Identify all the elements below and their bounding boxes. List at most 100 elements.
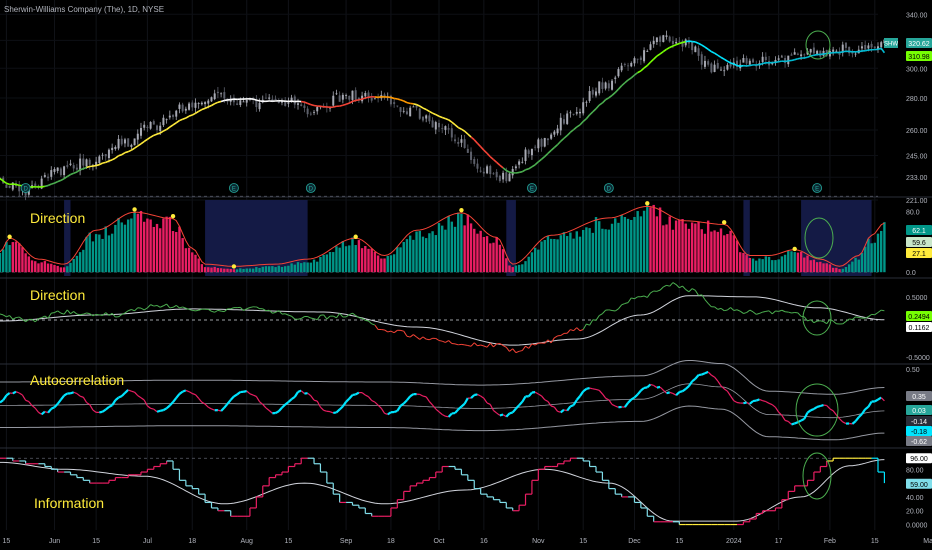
direction-series-segment	[326, 315, 331, 320]
ma-line-segment	[54, 180, 59, 184]
direction-series-segment	[92, 313, 97, 317]
candle-body	[428, 115, 431, 122]
autocorr-segment	[329, 411, 334, 414]
autocorr-segment	[627, 398, 633, 404]
highlight-circle-1	[805, 30, 831, 60]
ma-line-segment	[124, 150, 129, 154]
candle-body	[630, 62, 633, 67]
last-price-label-bg	[906, 38, 932, 48]
direction-bar	[835, 267, 838, 273]
direction-series-segment	[650, 290, 654, 294]
direction-series-segment	[672, 282, 677, 285]
direction-series-segment	[813, 320, 818, 324]
direction-bar	[755, 260, 758, 273]
autocorr-segment	[480, 395, 485, 399]
direction-series-segment	[470, 342, 475, 347]
x-tick-0: 15	[3, 538, 11, 545]
candle-body	[213, 93, 216, 100]
event-marker-5	[812, 183, 823, 193]
ma-line-segment	[637, 70, 642, 74]
autocorr-segment	[428, 401, 434, 406]
autocorr-segment	[345, 397, 351, 403]
candle-body	[159, 125, 162, 131]
direction-bar	[123, 224, 127, 273]
direction-series-segment	[852, 316, 856, 320]
candle-body	[627, 65, 630, 67]
direction-bar	[274, 267, 277, 273]
autocorr-segment	[666, 391, 670, 395]
autocorr-segment	[874, 398, 879, 403]
ma-line-segment	[441, 116, 446, 120]
direction-series-segment	[608, 309, 613, 312]
direction-series-segment	[96, 313, 100, 316]
ma-line-segment	[102, 161, 106, 164]
direction-series-segment	[739, 310, 744, 314]
autocorr-segment	[457, 405, 463, 411]
direction-bar	[700, 229, 703, 273]
direction-bar	[18, 243, 21, 273]
autocorr-segment	[669, 391, 674, 395]
autocorr-segment	[387, 411, 392, 416]
direction-bar	[408, 235, 412, 273]
autocorr-segment	[425, 396, 430, 402]
autocorr-segment	[12, 390, 17, 395]
autocorr-segment	[630, 396, 636, 401]
ma-line-segment	[627, 77, 632, 81]
direction-bar	[303, 262, 306, 273]
autocorr-segment	[707, 371, 712, 376]
direction-bar	[98, 234, 101, 273]
autocorr-segment	[553, 406, 559, 412]
direction-bar	[107, 235, 111, 273]
direction-bar	[126, 219, 130, 273]
direction-bar	[678, 219, 681, 273]
candle-body	[300, 104, 303, 106]
ma-line-segment	[47, 183, 52, 187]
event-marker-label-5: E	[815, 187, 819, 193]
direction-bar	[485, 236, 489, 273]
direction-series-segment	[406, 335, 411, 338]
direction-series-segment	[345, 314, 350, 318]
highlight-circle-5	[802, 452, 832, 500]
direction-series-segment	[12, 317, 17, 320]
ma-line-segment	[733, 63, 738, 67]
autocorr-segment	[47, 408, 53, 414]
candle-body	[220, 93, 223, 95]
candle-body	[98, 156, 101, 163]
candle-body	[566, 113, 569, 124]
autocorr-segment	[34, 407, 39, 413]
direction-bar	[50, 263, 53, 273]
ma-line-segment	[217, 100, 222, 104]
autocorr-segment	[399, 402, 405, 407]
autocorr-segment	[137, 395, 142, 399]
ma-line-segment	[858, 50, 863, 53]
direction-series-segment	[384, 329, 388, 333]
direction-signal-line	[0, 295, 885, 346]
candle-body	[357, 97, 360, 100]
direction-series-segment	[188, 308, 193, 311]
autocorr-segment	[502, 414, 507, 418]
autocorr-segment	[730, 395, 735, 402]
event-marker-label-1: E	[232, 187, 236, 193]
direction-line-panel: Direction	[0, 282, 885, 354]
candle-body	[530, 148, 533, 156]
direction-series-segment	[262, 308, 267, 312]
autocorr-segment	[441, 413, 446, 417]
direction-series-segment	[365, 319, 369, 322]
ma-line-segment	[259, 100, 263, 103]
direction-series-segment	[618, 304, 623, 310]
candle-body	[578, 111, 581, 114]
candle-body	[710, 63, 713, 73]
autocorr-segment	[105, 406, 110, 411]
candle-body	[498, 175, 501, 182]
direction-series-segment	[352, 312, 356, 316]
direction-series-segment	[99, 314, 103, 317]
autocorr-segment	[300, 390, 305, 395]
candle-body	[438, 122, 440, 128]
autocorr-value-5-bg	[906, 436, 932, 446]
candle-body	[399, 107, 402, 112]
direction-series-segment	[727, 307, 731, 311]
direction-series-segment	[720, 307, 725, 312]
ma-line-segment	[352, 99, 356, 103]
candle-body	[143, 124, 146, 128]
direction-series-segment	[586, 323, 590, 326]
